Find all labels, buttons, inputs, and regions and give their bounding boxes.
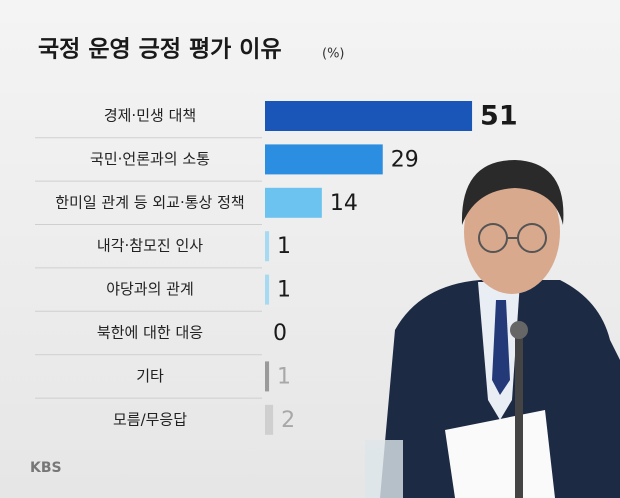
- value-label: 1: [277, 278, 291, 303]
- bar: [265, 361, 270, 392]
- value-label: 29: [391, 147, 419, 172]
- value-label: 14: [330, 191, 358, 216]
- value-label: 1: [277, 364, 291, 389]
- source-logo: KBS: [30, 460, 62, 476]
- category-label: 한미일 관계 등 외교·통상 정책: [55, 193, 244, 211]
- category-label: 야당과의 관계: [106, 280, 194, 298]
- bar: [265, 144, 383, 175]
- value-label: 0: [273, 321, 287, 346]
- bar: [265, 274, 270, 305]
- value-label: 51: [480, 101, 518, 132]
- category-label: 국민·언론과의 소통: [90, 150, 210, 168]
- category-label: 모름/무응답: [113, 410, 187, 428]
- value-label: 2: [281, 408, 295, 433]
- bar: [265, 101, 473, 131]
- bar: [265, 187, 322, 218]
- photo: [365, 160, 620, 498]
- value-label: 1: [277, 234, 291, 259]
- bar: [265, 404, 274, 435]
- chart-title: 국정 운영 긍정 평가 이유: [38, 37, 282, 63]
- unit: (%): [322, 47, 345, 62]
- category-label: 내각·참모진 인사: [97, 237, 203, 255]
- category-label: 북한에 대한 대응: [97, 324, 203, 342]
- category-label: 경제·민생 대책: [104, 107, 196, 125]
- category-label: 기타: [136, 367, 164, 385]
- bar: [265, 231, 270, 262]
